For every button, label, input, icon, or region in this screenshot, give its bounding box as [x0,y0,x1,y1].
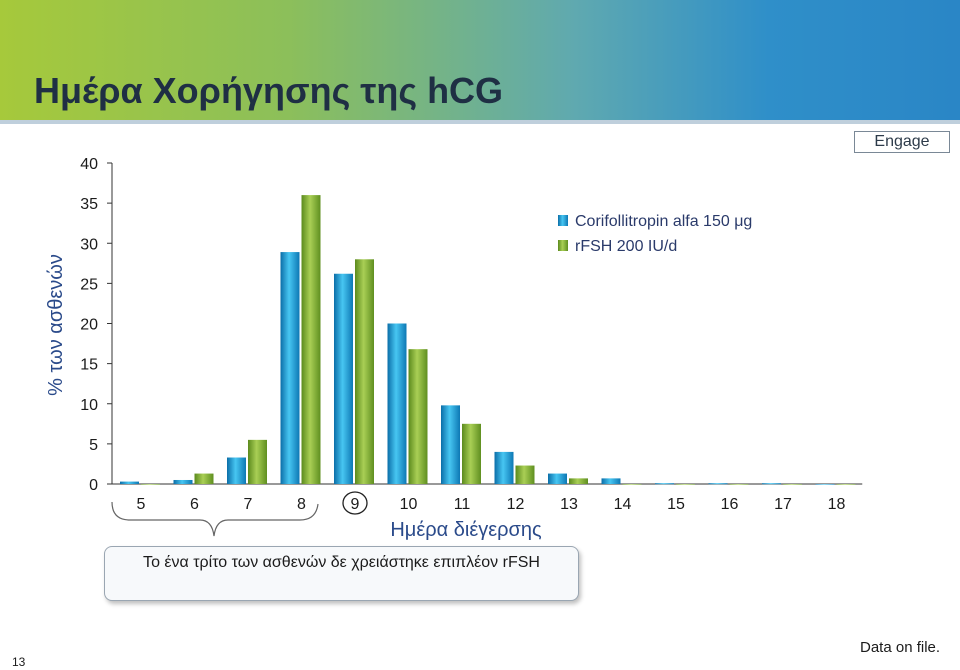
callout-brace [111,501,319,537]
bar-corifollitropin [708,483,728,485]
bar-rfsh [729,484,749,485]
x-tick-label: 7 [244,496,253,513]
bar-rfsh [836,484,856,485]
x-tick-label: 17 [774,496,792,513]
bar-corifollitropin [815,484,835,485]
y-tick-label: 25 [80,276,98,293]
legend: Corifollitropin alfa 150 μg rFSH 200 IU/d [558,213,752,255]
bar-corifollitropin [334,273,353,484]
bar-corifollitropin [494,451,514,484]
bar-corifollitropin [601,478,621,484]
legend-label: rFSH 200 IU/d [575,238,677,255]
bar-corifollitropin [441,405,460,484]
x-tick-label: 9 [351,496,360,513]
slide-number: 13 [12,655,26,669]
bar-rfsh [515,465,535,484]
y-tick-label: 20 [80,317,98,334]
x-tick-label: 6 [190,496,199,513]
header-band [0,0,960,120]
bar-corifollitropin [387,323,407,484]
x-tick-label: 18 [828,496,846,513]
y-axis-label: % των ασθενών [45,254,67,396]
page-title: Ημέρα Χορήγησης της hCG [34,70,504,111]
x-axis: 5 6 7 8 9 10 11 12 13 14 15 16 17 18 Ημέρα διέγερσης [112,483,863,541]
header-divider [0,120,960,124]
x-tick-label: 15 [667,496,685,513]
bar-corifollitropin [762,483,781,485]
y-tick-label: 0 [89,477,98,494]
y-tick-label: 15 [80,357,98,374]
x-axis-label: Ημέρα διέγερσης [390,519,542,541]
bar-rfsh [622,484,642,485]
bar-rfsh [676,484,695,485]
callout-box: Το ένα τρίτο των ασθενών δε χρειάστηκε ε… [104,546,579,601]
x-tick-label: 16 [721,496,739,513]
x-tick-label: 5 [137,496,146,513]
bar-rfsh [569,478,588,484]
y-tick-label: 5 [89,437,98,454]
y-tick-label: 30 [80,236,98,253]
bar-corifollitropin [655,483,674,485]
bar-corifollitropin [548,473,567,484]
bar-rfsh [248,439,267,484]
bar-corifollitropin [120,481,139,484]
legend-swatch [558,215,568,226]
legend-label: Corifollitropin alfa 150 μg [575,213,752,230]
footnote: Data on file. [860,639,941,656]
bar-rfsh [355,259,374,484]
bar-rfsh [301,195,321,484]
engage-badge: Engage [854,131,950,153]
bar-corifollitropin [227,457,246,484]
bar-rfsh [194,473,214,484]
bar-rfsh [783,484,802,485]
bar-rfsh [408,349,428,484]
x-tick-label: 13 [560,496,578,513]
bar-rfsh [141,484,160,485]
brace-path [111,501,319,537]
bar-corifollitropin [280,252,300,484]
x-tick-label: 8 [297,496,306,513]
x-tick-label: 11 [454,496,471,513]
x-tick-label: 14 [614,496,632,513]
highlight-circle [342,491,368,515]
y-axis: 0 5 10 15 20 25 30 35 40 % των ασθενών [45,156,113,494]
y-tick-label: 35 [80,196,98,213]
x-tick-label: 10 [400,496,418,513]
bars [120,195,856,485]
y-tick-label: 10 [80,397,98,414]
bar-rfsh [462,423,481,484]
y-tick-label: 40 [80,156,98,173]
x-tick-label: 12 [507,496,525,513]
legend-swatch [558,240,568,251]
bar-corifollitropin [173,479,193,484]
